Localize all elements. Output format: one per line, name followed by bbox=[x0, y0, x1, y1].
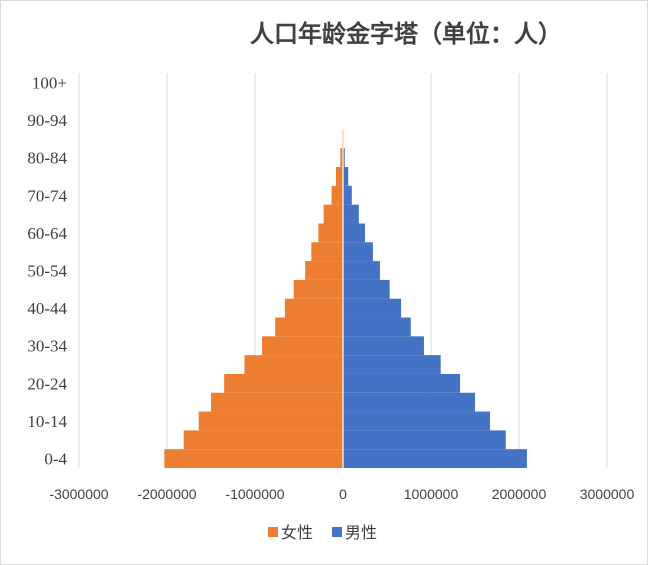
bar-male-65-69 bbox=[343, 204, 359, 224]
legend-label-female: 女性 bbox=[281, 523, 313, 542]
bar-female-65-69 bbox=[323, 204, 343, 224]
x-tick-label: 1000000 bbox=[404, 486, 459, 502]
x-tick-label: 0 bbox=[339, 486, 347, 502]
bar-male-45-49 bbox=[343, 279, 390, 299]
bar-male-0-4 bbox=[343, 449, 527, 468]
y-tick-label: 50-54 bbox=[27, 262, 67, 281]
bar-male-15-19 bbox=[343, 392, 475, 412]
x-tick-label: 3000000 bbox=[580, 486, 635, 502]
y-tick-label: 80-84 bbox=[27, 149, 67, 168]
x-tick-label: 2000000 bbox=[492, 486, 547, 502]
bar-male-60-64 bbox=[343, 223, 365, 243]
bar-female-0-4 bbox=[164, 449, 343, 468]
bars bbox=[164, 73, 527, 468]
x-tick-label: -1000000 bbox=[225, 486, 284, 502]
legend-swatch-female bbox=[268, 527, 278, 537]
legend: 女性 男性 bbox=[268, 523, 377, 542]
bar-female-75-79 bbox=[335, 167, 343, 186]
y-tick-label: 70-74 bbox=[27, 186, 67, 205]
y-tick-label: 100+ bbox=[32, 73, 67, 92]
chart-title: 人口年龄金字塔（单位：人） bbox=[250, 19, 562, 48]
bar-female-20-24 bbox=[224, 373, 343, 393]
bar-male-30-34 bbox=[343, 336, 424, 356]
x-tick-label: -3000000 bbox=[49, 486, 108, 502]
y-tick-label: 20-24 bbox=[27, 374, 67, 393]
x-tick-label: -2000000 bbox=[137, 486, 196, 502]
bar-female-60-64 bbox=[318, 223, 343, 243]
bar-male-75-79 bbox=[343, 167, 349, 186]
bar-female-15-19 bbox=[211, 392, 343, 412]
bar-male-25-29 bbox=[343, 355, 441, 374]
bar-male-20-24 bbox=[343, 373, 461, 393]
y-tick-label: 40-44 bbox=[27, 299, 67, 318]
bar-female-40-44 bbox=[284, 298, 343, 318]
bar-male-5-9 bbox=[343, 430, 506, 450]
bar-female-80-84 bbox=[340, 148, 343, 168]
bar-female-25-29 bbox=[244, 355, 343, 374]
bar-female-10-14 bbox=[198, 411, 343, 431]
bar-male-40-44 bbox=[343, 298, 402, 318]
bar-male-50-54 bbox=[343, 261, 380, 280]
bar-female-50-54 bbox=[305, 261, 343, 280]
y-axis-labels: 0-4 10-14 20-24 30-34 40-44 50-54 60-64 70-74 80… bbox=[27, 73, 67, 468]
y-tick-label: 30-34 bbox=[27, 337, 67, 356]
bar-male-10-14 bbox=[343, 411, 490, 431]
y-tick-label: 0-4 bbox=[44, 450, 67, 469]
bar-female-35-39 bbox=[275, 317, 343, 337]
bar-female-70-74 bbox=[331, 185, 343, 205]
bar-female-45-49 bbox=[293, 279, 343, 299]
bar-female-30-34 bbox=[262, 336, 343, 356]
bar-male-80-84 bbox=[343, 148, 345, 168]
legend-swatch-male bbox=[332, 527, 342, 537]
x-axis-labels: -3000000 -2000000 -1000000 0 1000000 2000000 3… bbox=[49, 486, 634, 502]
legend-label-male: 男性 bbox=[345, 523, 377, 542]
y-tick-label: 90-94 bbox=[27, 111, 67, 130]
bar-male-70-74 bbox=[343, 185, 352, 205]
bar-female-55-59 bbox=[311, 242, 343, 262]
bar-female-5-9 bbox=[183, 430, 343, 450]
bar-male-55-59 bbox=[343, 242, 373, 262]
y-tick-label: 10-14 bbox=[27, 412, 67, 431]
bar-male-35-39 bbox=[343, 317, 411, 337]
y-tick-label: 60-64 bbox=[27, 224, 67, 243]
